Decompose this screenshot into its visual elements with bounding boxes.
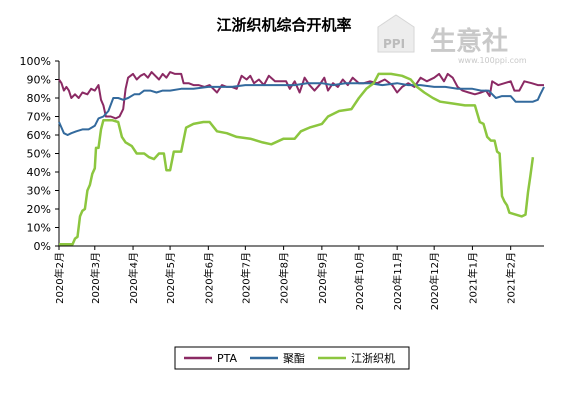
watermark-logo: PPI 生意社 www.100ppi.com — [377, 14, 527, 65]
legend-box — [174, 346, 410, 370]
y-tick-label: 10% — [27, 222, 51, 235]
series-line-1 — [58, 82, 545, 136]
watermark-brand: 生意社 — [430, 26, 508, 57]
x-tick-label: 2020年12月 — [428, 252, 441, 310]
legend-label-0: PTA — [217, 352, 237, 365]
x-axis: 2020年2月 2020年3月 2020年4月 2020年5月 2020年6月 2020年… — [53, 245, 544, 310]
y-tick-label: 100% — [20, 55, 51, 68]
x-tick-label: 2020年9月 — [316, 252, 329, 304]
legend-label-1: 聚酯 — [283, 352, 305, 365]
y-tick-label: 70% — [27, 111, 51, 124]
series-line-2 — [59, 72, 535, 246]
x-tick-label: 2020年3月 — [89, 252, 102, 304]
x-tick-label: 2020年2月 — [53, 252, 66, 304]
legend-label-2: 江浙织机 — [351, 351, 395, 365]
legend: PTA 聚酯 江浙织机 — [174, 346, 410, 370]
watermark-house-icon — [377, 14, 415, 53]
x-tick-label: 2020年4月 — [127, 252, 140, 304]
watermark-url: www.100ppi.com — [458, 56, 527, 65]
x-tick-label: 2021年2月 — [505, 252, 518, 304]
x-tick-label: 2020年5月 — [164, 252, 177, 304]
x-tick-label: 2020年8月 — [278, 252, 291, 304]
plot-area — [58, 71, 545, 246]
chart-title: 江浙织机综合开机率 — [216, 16, 351, 34]
y-tick-label: 50% — [27, 148, 51, 161]
y-tick-label: 30% — [27, 185, 51, 198]
y-tick-label: 0% — [34, 240, 51, 253]
y-tick-label: 90% — [27, 74, 51, 87]
x-tick-label: 2020年11月 — [391, 252, 404, 310]
y-axis: 0% 10% 20% 30% 40% 50% 60% 70% 80% 90% 100% — [20, 55, 60, 253]
watermark-logo-text: PPI — [383, 37, 405, 51]
y-tick-label: 40% — [27, 166, 51, 179]
x-tick-label: 2021年1月 — [466, 252, 479, 304]
y-tick-label: 60% — [27, 129, 51, 142]
y-tick-label: 80% — [27, 92, 51, 105]
x-tick-label: 2020年6月 — [202, 252, 215, 304]
y-tick-label: 20% — [27, 203, 51, 216]
x-tick-label: 2020年10月 — [353, 252, 366, 310]
x-tick-label: 2020年7月 — [239, 252, 252, 304]
